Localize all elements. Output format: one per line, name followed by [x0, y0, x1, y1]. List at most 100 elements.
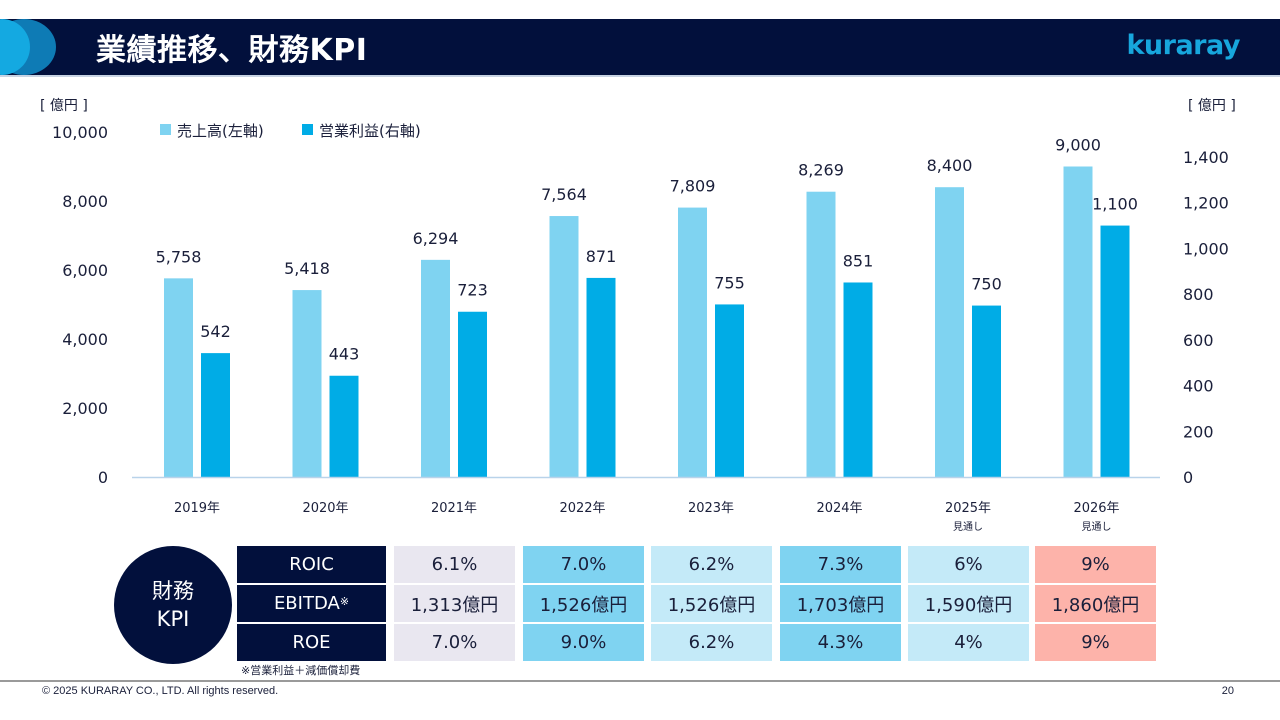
- bar-sales: [164, 278, 193, 477]
- data-label-operating-profit: 750: [971, 275, 1002, 294]
- kpi-row-header-ebitda: EBITDA ※: [237, 585, 386, 622]
- ebitda-footnote: ※営業利益＋減価償却費: [241, 664, 361, 677]
- kpi-cell: 7.0%: [394, 624, 515, 661]
- kpi-cell: 4%: [908, 624, 1029, 661]
- kpi-cell: 1,590億円: [908, 585, 1029, 622]
- kpi-title-line1: 財務: [152, 579, 194, 603]
- data-label-sales: 5,418: [284, 259, 330, 278]
- footer-divider: [0, 680, 1280, 682]
- left-axis-tick-label: 4,000: [62, 330, 108, 349]
- data-label-sales: 5,758: [156, 247, 202, 266]
- data-label-operating-profit: 851: [843, 251, 874, 270]
- legend-swatch-sales: [160, 124, 171, 135]
- bar-sales: [935, 187, 964, 477]
- kpi-row-label: ROIC: [289, 554, 334, 575]
- bar-operating-profit: [329, 375, 359, 477]
- x-axis-tick-label: 2019年: [174, 501, 220, 516]
- kpi-title-line2: KPI: [156, 607, 190, 631]
- left-axis-tick-label: 10,000: [52, 123, 108, 142]
- right-axis-tick-label: 1,400: [1183, 148, 1229, 167]
- x-axis-tick-label: 2022年: [559, 501, 605, 516]
- kpi-row-label: EBITDA: [273, 593, 340, 614]
- kpi-cell: 1,703億円: [780, 585, 901, 622]
- x-axis-tick-label: 2021年: [431, 501, 477, 516]
- right-axis-unit: [ 億円 ]: [1188, 98, 1236, 114]
- header-divider: [0, 75, 1280, 77]
- data-label-operating-profit: 755: [714, 273, 745, 292]
- left-axis-tick-label: 0: [98, 468, 108, 487]
- x-axis-tick-label: 2025年: [945, 501, 991, 516]
- legend-label-operating-profit: 営業利益(右軸): [319, 122, 421, 140]
- data-label-sales: 7,564: [541, 185, 587, 204]
- data-label-sales: 8,400: [927, 156, 973, 175]
- right-axis-tick-label: 400: [1183, 377, 1214, 396]
- data-label-sales: 8,269: [798, 161, 844, 180]
- kpi-cell: 7.0%: [523, 546, 644, 583]
- sales-profit-bar-chart: [ 億円 ] [ 億円 ] 売上高(左軸) 営業利益(右軸) 0 2,000 4,0…: [40, 98, 1236, 533]
- bar-operating-profit: [1100, 225, 1130, 477]
- kpi-cell: 1,526億円: [523, 585, 644, 622]
- kpi-row-header-roic: ROIC: [237, 546, 386, 583]
- bar-operating-profit: [586, 277, 616, 477]
- right-axis-tick-label: 1,000: [1183, 239, 1229, 258]
- x-axis-forecast-sublabel: 見通し: [1082, 521, 1112, 533]
- data-label-operating-profit: 1,100: [1092, 195, 1138, 214]
- data-label-sales: 9,000: [1055, 136, 1101, 155]
- x-axis-tick-label: 2024年: [816, 501, 862, 516]
- right-axis-tick-label: 600: [1183, 331, 1214, 350]
- kpi-cell: 1,860億円: [1035, 585, 1156, 622]
- bar-operating-profit: [715, 304, 744, 477]
- bar-operating-profit: [972, 305, 1001, 477]
- kpi-title-badge: 財務 KPI: [114, 546, 232, 664]
- x-axis-tick-label: 2026年: [1073, 501, 1119, 516]
- bar-sales: [678, 207, 707, 477]
- bar-sales: [292, 290, 322, 477]
- bar-operating-profit: [458, 311, 487, 477]
- bar-labels: 5,758 542 5,418 443 6,294 723 7,564 871 7,809 755…: [156, 136, 1138, 364]
- kpi-cell: 1,526億円: [651, 585, 772, 622]
- bar-operating-profit: [201, 353, 230, 477]
- right-axis-tick-label: 1,200: [1183, 194, 1229, 213]
- data-label-operating-profit: 542: [200, 322, 231, 341]
- kpi-cell: 1,313億円: [394, 585, 515, 622]
- kpi-cell: 7.3%: [780, 546, 901, 583]
- data-label-operating-profit: 723: [457, 281, 488, 300]
- page-title: 業績推移、財務KPI: [96, 33, 368, 68]
- right-axis-tick-label: 0: [1183, 468, 1193, 487]
- kpi-cell: 6%: [908, 546, 1029, 583]
- left-axis-unit: [ 億円 ]: [40, 98, 88, 114]
- kpi-cell: 6.1%: [394, 546, 515, 583]
- data-label-sales: 6,294: [413, 229, 459, 248]
- kpi-cell: 9%: [1035, 546, 1156, 583]
- kpi-cell: 9.0%: [523, 624, 644, 661]
- slide-header: 業績推移、財務KPI kuraray: [0, 19, 1280, 75]
- kpi-cell: 6.2%: [651, 624, 772, 661]
- copyright: © 2025 KURARAY CO., LTD. All rights rese…: [42, 685, 279, 697]
- right-axis: 0 200 400 600 800 1,000 1,200 1,400: [1183, 148, 1229, 487]
- kuraray-logo: kuraray: [1126, 30, 1240, 61]
- left-axis-tick-label: 6,000: [62, 261, 108, 280]
- kpi-row-label: ROE: [292, 632, 331, 653]
- legend-swatch-operating-profit: [302, 124, 313, 135]
- bar-sales: [421, 259, 450, 477]
- left-axis: 0 2,000 4,000 6,000 8,000 10,000: [52, 123, 108, 487]
- bars: [164, 166, 1130, 478]
- x-axis-tick-label: 2020年: [302, 501, 348, 516]
- kpi-cell: 4.3%: [780, 624, 901, 661]
- bar-sales: [806, 191, 836, 478]
- data-label-operating-profit: 443: [329, 345, 360, 364]
- kpi-cell: 6.2%: [651, 546, 772, 583]
- bar-sales: [1063, 166, 1093, 477]
- right-axis-tick-label: 200: [1183, 422, 1214, 441]
- x-axis-forecast-sublabel: 見通し: [953, 521, 983, 533]
- left-axis-tick-label: 2,000: [62, 399, 108, 418]
- right-axis-tick-label: 800: [1183, 285, 1214, 304]
- left-axis-tick-label: 8,000: [62, 192, 108, 211]
- bar-sales: [549, 216, 579, 478]
- chart-legend: 売上高(左軸) 営業利益(右軸): [160, 122, 421, 140]
- bar-operating-profit: [843, 282, 873, 477]
- x-axis-tick-label: 2023年: [688, 501, 734, 516]
- kpi-row-header-roe: ROE: [237, 624, 386, 661]
- page-number: 20: [1221, 685, 1234, 697]
